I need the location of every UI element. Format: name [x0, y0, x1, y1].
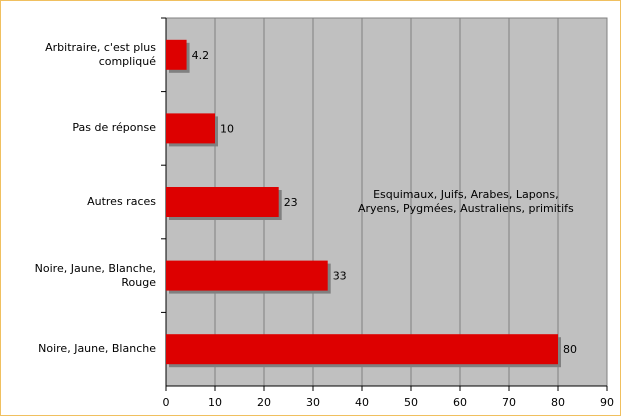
bar — [166, 187, 279, 217]
x-tick-label: 10 — [208, 396, 222, 409]
x-tick-label: 20 — [257, 396, 271, 409]
value-label: 4.2 — [192, 49, 210, 62]
y-tick-label: Autres races — [87, 195, 156, 208]
x-tick-label: 60 — [453, 396, 467, 409]
x-tick-label: 70 — [502, 396, 516, 409]
value-label: 80 — [563, 343, 577, 356]
y-tick-label: Noire, Jaune, Blanche, Rouge — [34, 261, 156, 289]
annotation: Aryens, Pygmées, Australiens, primitifs — [358, 202, 574, 215]
bar — [166, 260, 328, 291]
value-label: 23 — [284, 196, 298, 209]
x-tick-label: 50 — [404, 396, 418, 409]
x-tick-label: 80 — [551, 396, 565, 409]
bar — [166, 334, 558, 365]
bar — [166, 113, 215, 144]
value-label: 33 — [333, 270, 347, 283]
annotation: Esquimaux, Juifs, Arabes, Lapons, — [373, 188, 559, 201]
y-tick-label: Noire, Jaune, Blanche — [38, 342, 156, 356]
y-tick-label: Pas de réponse — [72, 121, 156, 135]
x-tick-label: 30 — [306, 396, 320, 409]
x-tick-label: 90 — [600, 396, 614, 409]
x-tick-label: 40 — [355, 396, 369, 409]
value-label: 10 — [220, 122, 234, 135]
x-tick-label: 0 — [163, 396, 170, 409]
y-tick-label: Arbitraire, c'est plus compliqué — [45, 40, 156, 68]
bar — [166, 39, 187, 70]
